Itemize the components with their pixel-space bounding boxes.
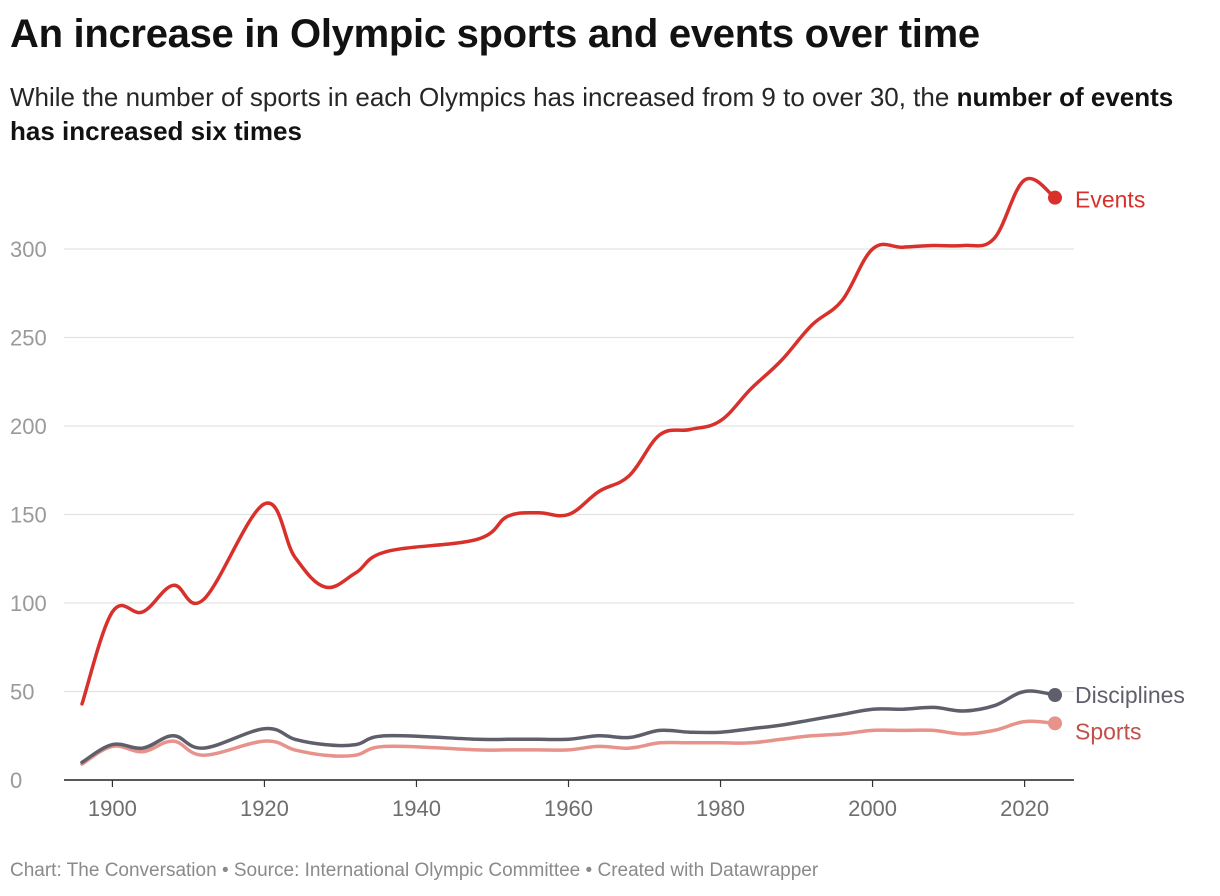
series-endpoint-events: [1048, 190, 1062, 205]
x-axis-ticks: 1900 1920 1940 1960 1980 2000 2020: [88, 780, 1049, 821]
series-label-events: Events: [1075, 187, 1145, 213]
chart-footer: Chart: The Conversation • Source: Intern…: [10, 860, 818, 882]
y-tick-label: 100: [10, 591, 47, 616]
series-label-disciplines: Disciplines: [1075, 682, 1185, 708]
series-endpoint-disciplines: [1048, 688, 1062, 703]
subtitle-emphasis: number of events has increased six times: [10, 82, 1174, 146]
y-tick-label: 300: [10, 237, 47, 262]
series-line-disciplines: [80, 689, 1057, 765]
x-tick-label: 1900: [88, 796, 137, 821]
chart-subtitle: While the number of sports in each Olymp…: [10, 80, 1200, 148]
series-line-sports: [80, 719, 1057, 766]
y-tick-label: 0: [10, 768, 22, 793]
x-tick-label: 1980: [696, 796, 745, 821]
series-label-sports: Sports: [1075, 718, 1141, 744]
chart-title: An increase in Olympic sports and events…: [10, 12, 980, 56]
x-tick-label: 1960: [544, 796, 593, 821]
y-tick-label: 250: [10, 326, 47, 351]
series-labels: Sports Disciplines Events: [1075, 187, 1185, 745]
line-chart: 0 50 100 150 200 250 300 1900 1920 1940 1960 1980 2…: [10, 176, 1185, 821]
series-endpoint-sports: [1048, 716, 1062, 731]
y-tick-label: 50: [10, 680, 34, 705]
x-tick-label: 1940: [392, 796, 441, 821]
footer-separator-2: •: [585, 860, 593, 881]
x-tick-label: 2020: [1000, 796, 1049, 821]
x-tick-label: 2000: [848, 796, 897, 821]
series-lines: [80, 176, 1062, 766]
y-tick-label: 150: [10, 503, 47, 528]
series-line-events: [80, 176, 1057, 706]
y-axis-ticks: 0 50 100 150 200 250 300: [10, 237, 47, 793]
subtitle-text: While the number of sports in each Olymp…: [10, 82, 957, 112]
x-tick-label: 1920: [240, 796, 289, 821]
footer-separator: •: [221, 860, 229, 881]
footer-chart-credit: Chart: The Conversation: [10, 860, 217, 881]
y-tick-label: 200: [10, 414, 47, 439]
footer-created: Created with Datawrapper: [597, 860, 819, 881]
footer-source: Source: International Olympic Committee: [233, 860, 581, 881]
